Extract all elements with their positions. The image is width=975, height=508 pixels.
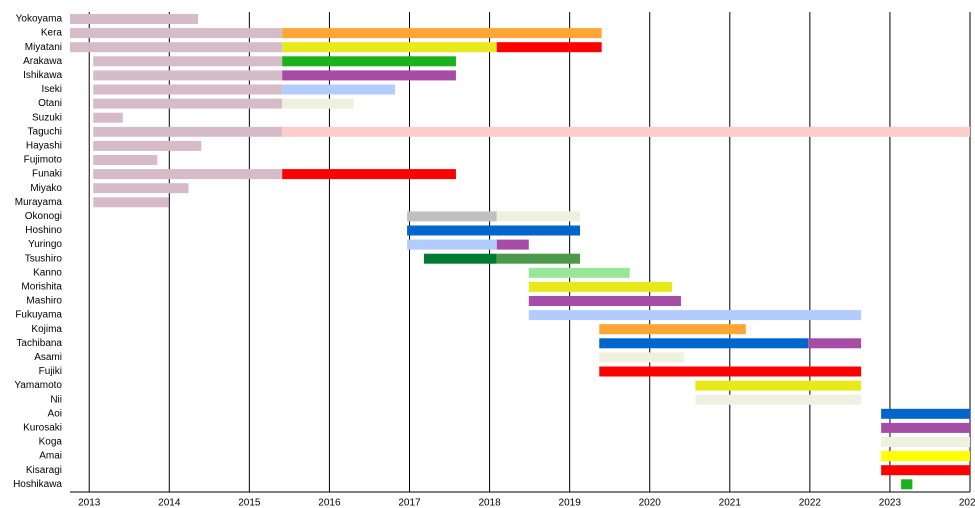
segment (881, 465, 970, 476)
x-tick-label: 2020 (639, 498, 662, 508)
row-label: Kanno (33, 267, 62, 278)
row-label: Kojima (31, 324, 62, 335)
segment (93, 169, 283, 180)
segment (808, 338, 862, 349)
segment (528, 281, 673, 292)
segment (881, 408, 970, 419)
segment (282, 126, 970, 137)
segment (407, 211, 497, 222)
segment (407, 239, 497, 250)
segment (599, 338, 809, 349)
segment (695, 380, 862, 391)
row-label: Okonogi (25, 211, 62, 222)
segment (93, 112, 123, 123)
row-label: Fujimoto (24, 155, 63, 166)
row-label: Hoshino (25, 225, 62, 236)
segment (528, 310, 862, 321)
row-label: Koga (39, 437, 63, 448)
x-tick-label: 2016 (318, 498, 341, 508)
segment (93, 70, 283, 81)
segment (282, 70, 456, 81)
segment (282, 56, 456, 67)
segment (70, 42, 283, 53)
segment (282, 169, 456, 180)
row-label: Miyatani (25, 42, 62, 53)
segment (93, 197, 169, 208)
segment (282, 42, 497, 53)
x-tick-label: 2015 (238, 498, 261, 508)
row-label: Ishikawa (23, 70, 62, 81)
segment (528, 296, 681, 306)
segment (70, 14, 199, 24)
row-label: Yamamoto (14, 380, 62, 391)
segment (881, 437, 970, 447)
row-label: Fukuyama (15, 310, 62, 321)
row-label: Iseki (41, 84, 62, 95)
row-label: Hoshikawa (13, 479, 62, 490)
x-tick-label: 2023 (879, 498, 902, 508)
segment (93, 56, 283, 67)
x-tick-label: 2018 (478, 498, 501, 508)
row-label: Mashiro (26, 296, 62, 307)
segment (282, 28, 602, 39)
segment (93, 183, 189, 194)
row-label: Tsushiro (25, 253, 63, 264)
segment (282, 98, 354, 109)
row-label: Yokoyama (16, 14, 63, 25)
row-label: Nii (50, 394, 62, 405)
segment (528, 267, 630, 278)
segment (599, 366, 862, 377)
x-tick-label: 2019 (559, 498, 582, 508)
segment (901, 479, 913, 490)
row-label: Arakawa (23, 56, 62, 67)
segment (496, 239, 529, 250)
row-label: Taguchi (28, 126, 62, 137)
row-label: Suzuki (32, 112, 62, 123)
row-label: Amai (39, 451, 62, 462)
row-label: Murayama (15, 197, 63, 208)
row-label: Kisaragi (26, 465, 62, 476)
segment (695, 394, 862, 405)
segment (93, 126, 283, 137)
row-label: Tachibana (16, 338, 62, 349)
segment (496, 211, 581, 222)
row-label: Fujiki (39, 366, 62, 377)
row-label: Yuringo (28, 239, 62, 250)
segment (599, 352, 685, 363)
segment (496, 42, 602, 53)
x-tick-label: 2014 (158, 498, 181, 508)
segment (599, 324, 746, 335)
x-tick-label: 2022 (799, 498, 822, 508)
segment (93, 84, 283, 95)
segment (881, 422, 970, 433)
row-label: Asami (34, 352, 62, 363)
row-label: Aoi (48, 408, 62, 419)
x-tick-label: 2017 (398, 498, 421, 508)
row-label: Miyako (30, 183, 62, 194)
segment (93, 155, 158, 165)
segment (423, 253, 497, 264)
segment (496, 253, 581, 264)
segment (881, 451, 970, 462)
row-label: Kera (41, 28, 63, 39)
x-tick-label: 2024 (959, 498, 975, 508)
row-label: Kurosaki (23, 423, 62, 434)
x-tick-label: 2013 (78, 498, 101, 508)
row-label: Funaki (32, 169, 62, 180)
segment (70, 28, 283, 39)
segment (407, 225, 581, 236)
row-label: Otani (38, 98, 62, 109)
segment (93, 140, 202, 151)
segment (93, 98, 283, 109)
segment (282, 84, 396, 95)
row-label: Hayashi (26, 141, 62, 152)
x-tick-label: 2021 (719, 498, 742, 508)
row-label: Morishita (21, 282, 62, 293)
